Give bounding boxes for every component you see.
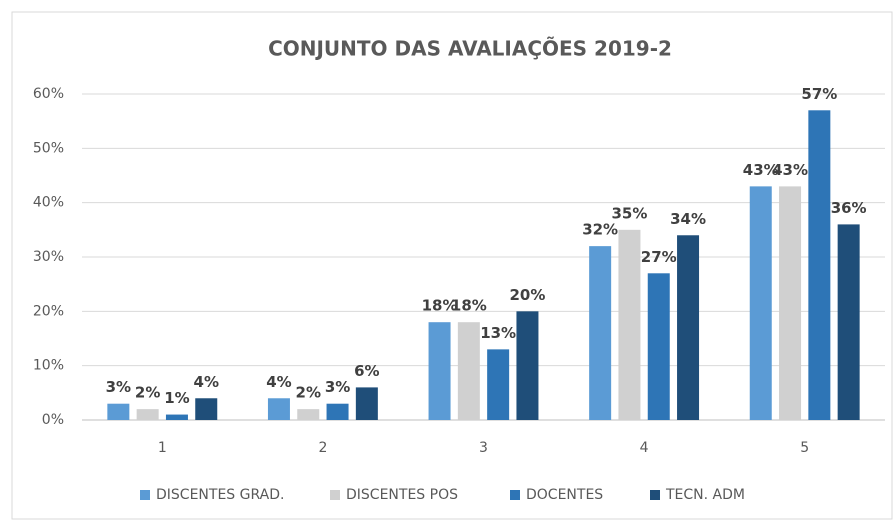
bar [487, 349, 510, 420]
data-label: 20% [509, 286, 545, 304]
x-tick-label: 4 [640, 440, 649, 456]
data-label: 27% [641, 248, 677, 266]
x-tick-label: 1 [158, 440, 167, 456]
bar [779, 186, 802, 420]
bar [165, 414, 188, 420]
y-tick-label: 60% [33, 86, 64, 102]
data-label: 2% [296, 384, 321, 402]
data-label: 4% [266, 373, 291, 391]
bar [267, 398, 290, 420]
data-label: 34% [670, 210, 706, 228]
data-label: 6% [354, 362, 379, 380]
bar [647, 273, 670, 420]
y-tick-label: 50% [33, 140, 64, 156]
bar [457, 322, 480, 420]
data-label: 43% [772, 161, 808, 179]
legend-label: DOCENTES [526, 487, 603, 503]
data-label: 36% [831, 199, 867, 217]
y-tick-label: 30% [33, 249, 64, 265]
legend-label: DISCENTES GRAD. [156, 487, 284, 503]
data-label: 18% [422, 297, 458, 315]
data-label: 4% [194, 373, 219, 391]
bar [107, 403, 130, 420]
y-tick-label: 0% [42, 412, 64, 428]
legend-swatch [330, 490, 340, 500]
legend-label: DISCENTES POS [346, 487, 458, 503]
data-label: 1% [164, 389, 189, 407]
y-tick-label: 40% [33, 195, 64, 211]
data-label: 3% [106, 378, 131, 396]
bar [837, 224, 860, 420]
data-label: 32% [582, 221, 618, 239]
bar [297, 409, 320, 420]
bar [677, 235, 700, 420]
data-label: 57% [801, 85, 837, 103]
y-tick-label: 10% [33, 358, 64, 374]
x-tick-label: 2 [318, 440, 327, 456]
x-tick-label: 5 [800, 440, 809, 456]
bar [428, 322, 451, 420]
data-label: 13% [480, 324, 516, 342]
chart-title: CONJUNTO DAS AVALIAÇÕES 2019-2 [268, 37, 672, 61]
data-label: 18% [451, 297, 487, 315]
bar [516, 311, 539, 420]
bar [589, 246, 612, 420]
bar [355, 387, 378, 420]
bar [326, 403, 349, 420]
data-label: 2% [135, 384, 160, 402]
bar [136, 409, 159, 420]
y-tick-label: 20% [33, 303, 64, 319]
chart-frame [11, 11, 893, 520]
data-label: 43% [743, 161, 779, 179]
bar [749, 186, 772, 420]
bar [618, 229, 641, 420]
legend-label: TECN. ADM [665, 487, 745, 503]
x-tick-label: 3 [479, 440, 488, 456]
legend-swatch [650, 490, 660, 500]
legend-swatch [510, 490, 520, 500]
data-label: 3% [325, 378, 350, 396]
legend-swatch [140, 490, 150, 500]
data-label: 35% [611, 204, 647, 222]
bar [808, 110, 831, 421]
bar [195, 398, 218, 420]
